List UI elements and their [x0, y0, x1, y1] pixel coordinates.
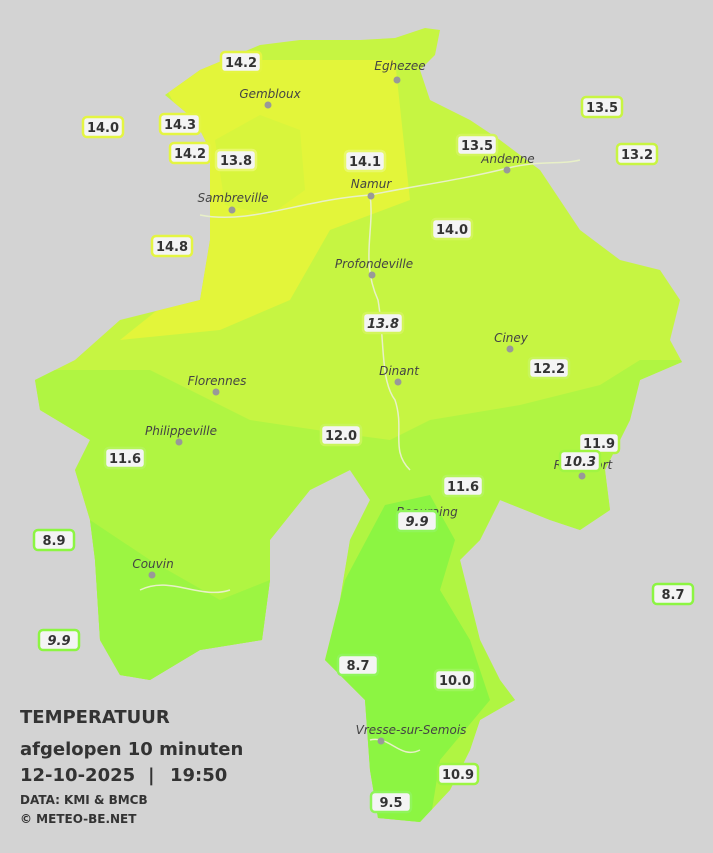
town-label: Namur	[351, 177, 393, 191]
station-value: 14.8	[156, 240, 188, 255]
station-value: 14.3	[164, 118, 196, 133]
town-dot	[578, 472, 586, 480]
separator: |	[148, 765, 155, 786]
town-dot	[394, 378, 402, 386]
station-value: 11.6	[109, 452, 141, 467]
station-box	[615, 142, 659, 166]
town-dot	[175, 438, 183, 446]
station-value: 14.2	[225, 56, 257, 71]
town-dot	[368, 271, 376, 279]
station-value: 12.2	[533, 362, 565, 377]
station-value: 12.0	[325, 429, 357, 444]
station-value: 11.6	[447, 480, 479, 495]
town-dot	[212, 388, 220, 396]
station-value: 13.5	[461, 139, 493, 154]
time: 19:50	[170, 765, 227, 786]
station-box	[81, 115, 125, 139]
town-label: Couvin	[132, 557, 173, 571]
station-value: 13.5	[586, 101, 618, 116]
station-value: 14.0	[436, 223, 468, 238]
town-label: Florennes	[188, 374, 247, 388]
station-box	[219, 50, 263, 74]
station-box	[395, 509, 439, 533]
town-label: Gembloux	[239, 87, 301, 101]
town-label: Profondeville	[335, 257, 413, 271]
station-box	[441, 474, 485, 498]
town-label: Eghezee	[374, 59, 425, 73]
station-value: 10.0	[439, 674, 471, 689]
station-box	[32, 528, 76, 552]
station-value: 13.2	[621, 148, 653, 163]
station-box	[168, 141, 212, 165]
station-box	[37, 628, 81, 652]
town-dot	[506, 345, 514, 353]
station-value: 9.9	[405, 515, 428, 530]
town-label: Ciney	[494, 331, 529, 345]
station-box	[580, 95, 624, 119]
town-dot	[377, 737, 385, 745]
source: DATA: KMI & BMCB	[20, 793, 148, 807]
town-dot	[264, 101, 272, 109]
station-value: 10.9	[442, 768, 474, 783]
town-label: Dinant	[379, 364, 420, 378]
station-box	[336, 653, 380, 677]
station-box	[150, 234, 194, 258]
station-box	[158, 112, 202, 136]
station-box	[430, 217, 474, 241]
station-value: 10.3	[564, 455, 596, 470]
station-box	[436, 762, 480, 786]
rivers	[139, 159, 581, 753]
town-dot	[148, 571, 156, 579]
station-box	[651, 582, 695, 606]
station-value: 9.9	[47, 634, 70, 649]
town-dot	[228, 206, 236, 214]
town-label: Sambreville	[197, 191, 268, 205]
station-box	[433, 668, 477, 692]
station-box	[527, 356, 571, 380]
station-box	[319, 423, 363, 447]
town-dot	[393, 76, 401, 84]
town-dot	[503, 166, 511, 174]
station-value: 8.7	[661, 588, 684, 603]
station-value: 14.0	[87, 121, 119, 136]
station-value: 14.2	[174, 147, 206, 162]
station-box	[361, 311, 405, 335]
station-value: 8.7	[346, 659, 369, 674]
date: 12-10-2025	[20, 765, 135, 786]
station-value: 13.8	[367, 317, 399, 332]
town-dot	[367, 192, 375, 200]
station-value: 14.1	[349, 155, 381, 170]
title: TEMPERATUUR	[20, 707, 170, 728]
station-box	[455, 133, 499, 157]
town-label: Philippeville	[145, 424, 217, 438]
copyright: © METEO-BE.NET	[20, 812, 137, 826]
town-label: Vresse-sur-Semois	[356, 723, 467, 737]
station-box	[103, 446, 147, 470]
station-box	[369, 790, 413, 814]
station-box	[214, 148, 258, 172]
station-value: 13.8	[220, 154, 252, 169]
station-value: 11.9	[583, 437, 615, 452]
subtitle: afgelopen 10 minuten	[20, 739, 243, 760]
station-box	[343, 149, 387, 173]
station-value: 8.9	[42, 534, 65, 549]
station-value: 9.5	[379, 796, 402, 811]
station-box	[558, 449, 602, 473]
